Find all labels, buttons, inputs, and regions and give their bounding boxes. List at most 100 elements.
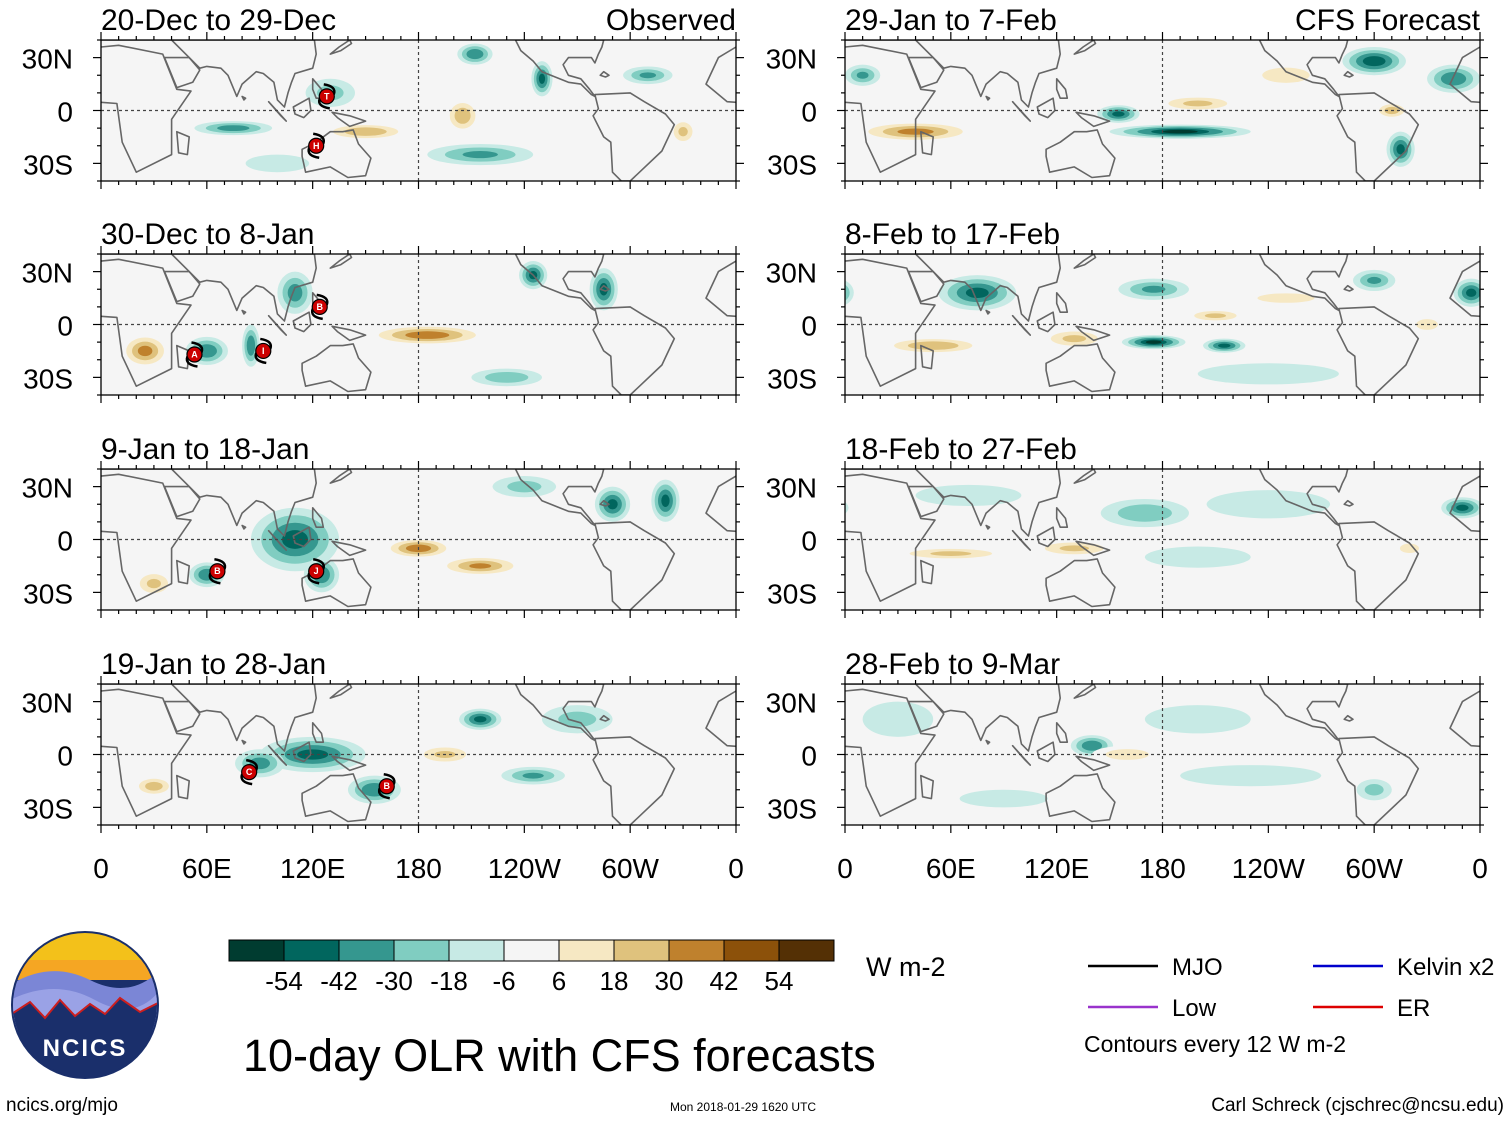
coastline <box>176 774 190 800</box>
colorbar-swatch <box>668 939 725 962</box>
y-tick-label: 30S <box>767 149 817 180</box>
x-tick-label: 0 <box>837 853 853 884</box>
coastline <box>331 755 367 772</box>
olr-anomaly <box>1153 94 1242 113</box>
olr-anomaly <box>245 154 310 173</box>
coastline <box>1011 100 1031 122</box>
coastlines <box>845 684 1480 825</box>
contour-fill <box>1218 343 1231 348</box>
panel-grid: T H 30N 0 30S 20-Dec to 29-Dec Observed B A I 30N 0… <box>22 4 1510 884</box>
colorbar-tick-label: 6 <box>552 966 566 996</box>
coastline <box>599 284 610 292</box>
y-tick-label: 30N <box>22 473 73 504</box>
olr-anomaly <box>118 271 190 307</box>
y-tick-label: 0 <box>57 526 73 557</box>
olr-anomaly <box>194 121 273 136</box>
coastline <box>1073 684 1097 699</box>
contour-fill <box>146 578 161 589</box>
coastline <box>1073 469 1097 484</box>
olr-anomaly <box>1030 57 1119 93</box>
coastline <box>292 741 312 763</box>
colorbar-swatch <box>503 939 560 962</box>
footer-url[interactable]: ncics.org/mjo <box>6 1095 118 1116</box>
contour-fill <box>773 346 788 356</box>
contour-fill <box>767 342 793 361</box>
coastline <box>1011 529 1031 551</box>
olr-anomaly <box>43 117 698 146</box>
contour-fill <box>1180 765 1322 787</box>
olr-anomaly <box>1144 546 1251 568</box>
olr-anomaly <box>392 278 516 307</box>
colorbar-swatch <box>228 939 285 962</box>
coastline <box>1075 111 1111 128</box>
contour-fill <box>1486 68 1510 82</box>
coastline <box>1336 92 1420 181</box>
coastline <box>1036 741 1056 763</box>
contour-fill <box>761 337 799 364</box>
ticks <box>93 32 744 189</box>
coastline <box>301 558 372 608</box>
contour-fill <box>1456 504 1469 511</box>
olr-anomaly <box>1039 328 1110 350</box>
cyclone-marker: B <box>310 293 329 321</box>
coastline <box>1258 254 1349 312</box>
coastline <box>907 270 945 303</box>
coastline <box>292 526 312 548</box>
contour-fill <box>774 779 804 794</box>
coastline <box>163 56 201 89</box>
coastline <box>101 469 318 537</box>
contour-fill <box>880 745 987 764</box>
coastline <box>592 736 676 825</box>
coastline <box>267 744 288 766</box>
contour-fill <box>485 371 529 383</box>
ncics-logo: NCICS <box>11 931 159 1079</box>
colorbar-swatch <box>283 939 340 962</box>
olr-anomaly <box>1100 498 1189 528</box>
contour-fill <box>43 127 52 136</box>
olr-anomaly <box>889 546 1013 561</box>
contour-fill <box>1145 340 1162 344</box>
contour-fill <box>1489 121 1510 142</box>
contour-fill <box>217 125 250 132</box>
contour-fill <box>1465 288 1477 297</box>
coastline <box>101 688 192 818</box>
contour-fill <box>816 502 838 513</box>
y-tick-label: 0 <box>801 97 817 128</box>
coastline <box>845 469 1061 537</box>
olr-anomaly <box>1206 490 1331 519</box>
coastline <box>985 95 991 101</box>
olr-anomaly <box>365 324 490 346</box>
coastline <box>329 469 353 484</box>
coastline <box>176 559 190 585</box>
contour-fill <box>739 102 774 120</box>
y-tick-label: 30S <box>767 793 817 824</box>
y-tick-label: 30N <box>22 688 73 719</box>
coastline <box>311 721 325 744</box>
olr-anomaly <box>651 479 680 522</box>
legend-label: Kelvin x2 <box>1397 954 1494 981</box>
x-tick-label: 120W <box>488 853 562 884</box>
coastline <box>163 270 201 303</box>
contour-fill <box>845 290 846 296</box>
contour-fill <box>454 107 471 124</box>
contour-fill <box>1141 285 1166 293</box>
colorbar-swatch <box>778 939 835 962</box>
cyclone-marker: C <box>240 758 258 786</box>
coastline <box>329 684 353 699</box>
coastline <box>1073 254 1097 269</box>
contour-fill <box>474 716 487 723</box>
contour-fill <box>1081 740 1103 751</box>
colorbar-tick-label: 30 <box>655 966 684 996</box>
coastline <box>845 254 1061 322</box>
contour-fill <box>862 701 934 737</box>
coastlines <box>101 254 736 395</box>
coastline <box>1055 721 1069 744</box>
coastline <box>1075 540 1111 557</box>
olr-anomaly <box>938 275 1017 311</box>
coastline <box>907 700 945 733</box>
olr-anomaly <box>501 766 565 785</box>
cyclone-label: B <box>384 781 391 791</box>
coastline <box>176 344 190 370</box>
coastline <box>919 344 935 370</box>
